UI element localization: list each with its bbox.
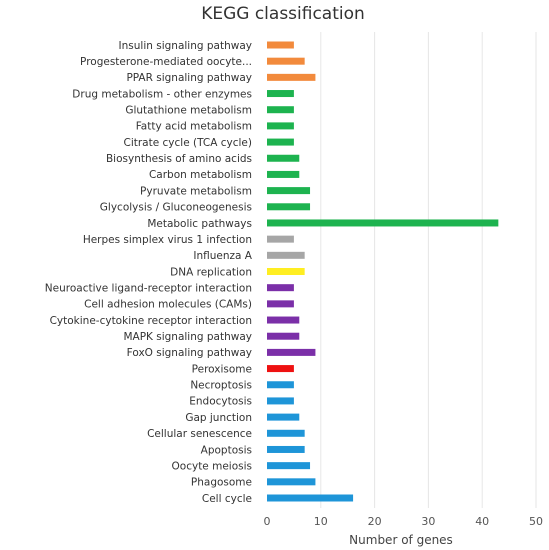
chart-title: KEGG classification	[201, 4, 365, 24]
category-label-25: Apoptosis	[201, 444, 252, 456]
bar-4	[267, 106, 294, 114]
bar-20	[267, 365, 294, 373]
bar-24	[267, 429, 305, 437]
bar-1	[267, 57, 305, 65]
category-label-15: Neuroactive ligand-receptor interaction	[45, 282, 252, 294]
category-label-10: Glycolysis / Gluconeogenesis	[100, 202, 252, 214]
category-label-8: Carbon metabolism	[149, 169, 252, 181]
bar-9	[267, 187, 311, 195]
category-label-22: Endocytosis	[189, 396, 252, 408]
bar-2	[267, 73, 316, 81]
bar-13	[267, 251, 305, 259]
bar-12	[267, 235, 294, 243]
bar-3	[267, 90, 294, 98]
bar-27	[267, 478, 316, 486]
category-label-7: Biosynthesis of amino acids	[106, 153, 252, 165]
category-label-0: Insulin signaling pathway	[119, 40, 252, 52]
bar-25	[267, 445, 305, 453]
category-label-16: Cell adhesion molecules (CAMs)	[84, 299, 252, 311]
x-tick-50: 50	[529, 515, 543, 528]
category-label-18: MAPK signaling pathway	[123, 331, 252, 343]
bar-0	[267, 41, 294, 49]
bar-7	[267, 154, 300, 162]
category-label-13: Influenza A	[193, 250, 252, 262]
bar-18	[267, 332, 300, 340]
bars-group	[267, 41, 499, 502]
category-label-17: Cytokine-cytokine receptor interaction	[50, 315, 252, 327]
bar-23	[267, 413, 300, 421]
bar-19	[267, 348, 316, 356]
category-label-27: Phagosome	[191, 477, 252, 489]
bar-5	[267, 122, 294, 130]
category-label-28: Cell cycle	[202, 493, 252, 505]
x-tick-30: 30	[421, 515, 435, 528]
x-tick-labels: 0 10 20 30 40 50	[264, 515, 544, 528]
bar-17	[267, 316, 300, 324]
category-label-3: Drug metabolism - other enzymes	[72, 88, 252, 100]
x-tick-10: 10	[314, 515, 328, 528]
category-label-5: Fatty acid metabolism	[136, 121, 252, 133]
category-label-6: Citrate cycle (TCA cycle)	[124, 137, 253, 149]
bar-10	[267, 203, 311, 211]
category-label-21: Necroptosis	[190, 380, 252, 392]
bar-22	[267, 397, 294, 405]
category-label-9: Pyruvate metabolism	[140, 185, 252, 197]
category-labels: Insulin signaling pathway Progesterone-me…	[45, 40, 253, 505]
category-label-19: FoxO signaling pathway	[127, 347, 252, 359]
bar-21	[267, 381, 294, 389]
x-tick-40: 40	[475, 515, 489, 528]
x-tick-0: 0	[264, 515, 271, 528]
bar-14	[267, 268, 305, 275]
bar-8	[267, 170, 300, 178]
bar-26	[267, 462, 311, 470]
bar-28	[267, 494, 354, 502]
category-label-14: DNA replication	[170, 266, 252, 278]
category-label-23: Gap junction	[185, 412, 252, 424]
category-label-4: Glutathione metabolism	[125, 105, 252, 117]
bar-16	[267, 300, 294, 308]
category-label-1: Progesterone-mediated oocyte...	[80, 56, 252, 68]
x-axis-label: Number of genes	[349, 533, 453, 547]
bar-11	[267, 219, 499, 227]
category-label-2: PPAR signaling pathway	[126, 72, 252, 84]
category-label-11: Metabolic pathways	[147, 218, 252, 230]
category-label-24: Cellular senescence	[147, 428, 252, 440]
category-label-20: Peroxisome	[192, 363, 252, 375]
x-tick-20: 20	[368, 515, 382, 528]
grid-lines	[320, 32, 537, 508]
bar-15	[267, 284, 294, 292]
category-label-26: Oocyte meiosis	[172, 460, 252, 472]
category-label-12: Herpes simplex virus 1 infection	[83, 234, 252, 246]
bar-6	[267, 138, 294, 146]
